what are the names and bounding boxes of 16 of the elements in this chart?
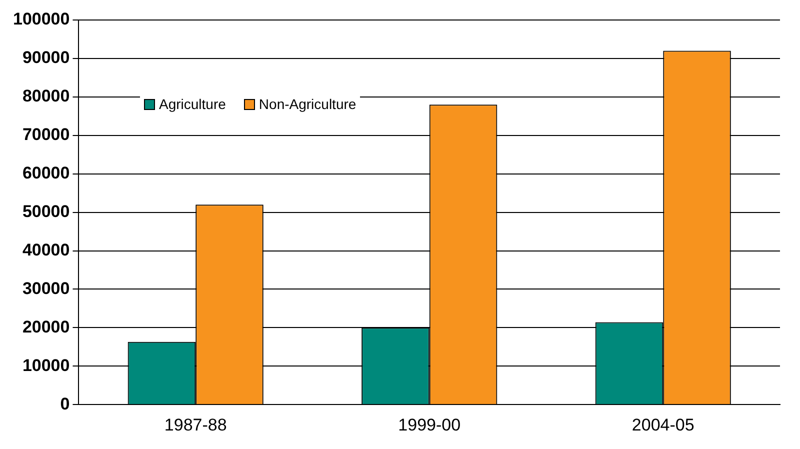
- legend-label: Non-Agriculture: [258, 96, 356, 112]
- y-tick-label: 60000: [22, 164, 70, 183]
- y-tick-label: 20000: [22, 317, 70, 336]
- x-tick-label: 1987-88: [164, 415, 227, 434]
- y-tick-label: 80000: [22, 86, 70, 106]
- y-tick-label: 70000: [22, 125, 70, 144]
- y-tick-label: 100000: [12, 10, 70, 29]
- y-tick-label: 50000: [22, 202, 70, 221]
- y-tick-label: 40000: [22, 240, 70, 260]
- y-tick-label: 0: [60, 394, 70, 414]
- x-tick-label: 2004-05: [632, 415, 694, 434]
- legend-label: Agriculture: [159, 96, 226, 112]
- x-tick-label: 1999-00: [398, 415, 461, 434]
- y-tick-label: 10000: [22, 356, 70, 375]
- y-tick-label: 90000: [22, 48, 70, 68]
- y-tick-label: 30000: [22, 278, 70, 298]
